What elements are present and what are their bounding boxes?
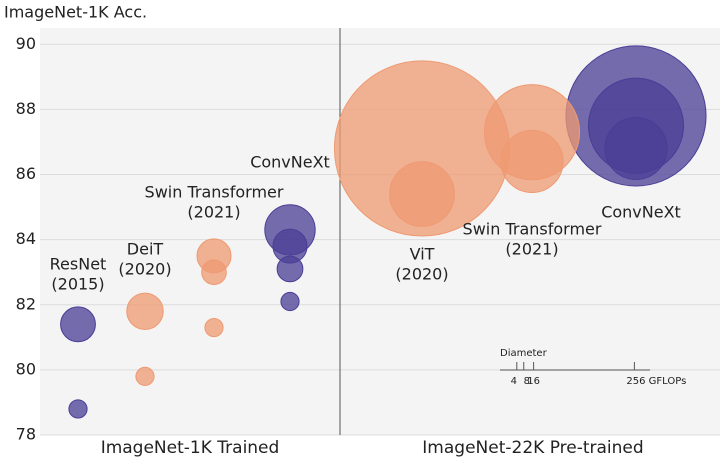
y-tick-label: 90	[16, 34, 36, 53]
size-legend-title: Diameter	[500, 348, 548, 359]
size-legend-label: 256 GFLOPs	[626, 376, 686, 387]
series-label-year: (2020)	[395, 265, 448, 284]
y-tick-label: 82	[16, 294, 36, 313]
series-label-year: (2021)	[187, 203, 240, 222]
bubble	[126, 292, 164, 330]
series-label-year: (2015)	[51, 275, 104, 294]
group-label: ImageNet-22K Pre-trained	[422, 438, 643, 458]
size-legend-label: 16	[527, 376, 540, 387]
series-label: ViT	[410, 245, 435, 264]
bubble	[604, 116, 668, 181]
series-label: Swin Transformer	[145, 183, 284, 202]
bubble	[389, 161, 455, 227]
y-tick-label: 78	[16, 425, 36, 444]
bubble	[280, 291, 300, 312]
y-tick-label: 80	[16, 359, 36, 378]
series-label: ConvNeXt	[601, 203, 681, 222]
bubble	[68, 399, 88, 419]
series-label: ResNet	[50, 255, 107, 274]
y-tick-label: 84	[16, 229, 36, 248]
series-label: ConvNeXt	[250, 153, 330, 172]
group-label: ImageNet-1K Trained	[101, 438, 280, 458]
series-label-year: (2020)	[118, 260, 171, 279]
size-legend-label: 4	[511, 376, 517, 387]
size-legend-label: 8	[524, 376, 530, 387]
series-label-year: (2021)	[505, 240, 558, 259]
bubble	[60, 306, 96, 343]
bubble	[135, 366, 155, 386]
bubble	[201, 259, 227, 286]
series-label: Swin Transformer	[463, 220, 602, 239]
y-axis-label: ImageNet-1K Acc.	[4, 3, 147, 22]
series-label: DeiT	[127, 240, 164, 259]
bubble	[500, 129, 564, 194]
y-tick-label: 86	[16, 164, 36, 183]
bubble	[276, 255, 304, 283]
y-tick-label: 88	[16, 99, 36, 118]
bubble	[204, 317, 224, 338]
